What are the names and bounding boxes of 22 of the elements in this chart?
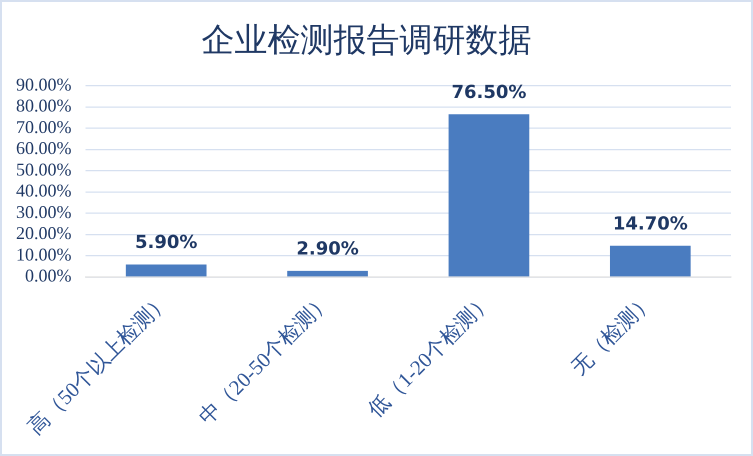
data-label: 14.70% [612, 213, 688, 234]
x-tick-label: 高（50个以上检测） [23, 288, 174, 439]
y-tick-label: 10.00% [16, 244, 72, 264]
y-tick-label: 90.00% [16, 74, 72, 94]
data-label: 2.90% [296, 238, 359, 260]
y-tick-label: 50.00% [16, 159, 72, 180]
x-tick-label: 无（检测） [566, 288, 658, 380]
y-tick-label: 70.00% [16, 116, 72, 137]
data-label: 76.50% [451, 82, 526, 103]
bar [287, 270, 368, 276]
x-tick-label: 低（1-20个检测） [363, 288, 496, 422]
y-tick-label: 60.00% [16, 138, 72, 158]
y-tick-label: 40.00% [16, 180, 72, 201]
data-label: 5.90% [134, 232, 198, 254]
bar [610, 246, 691, 276]
bar [448, 114, 530, 276]
y-tick-label: 30.00% [16, 202, 72, 222]
y-tick-label: 80.00% [16, 96, 72, 116]
bar [126, 264, 207, 276]
chart-title: 企业检测报告调研数据 [202, 20, 532, 58]
y-tick-label: 20.00% [16, 223, 72, 244]
y-tick-label: 0.00% [24, 266, 72, 286]
